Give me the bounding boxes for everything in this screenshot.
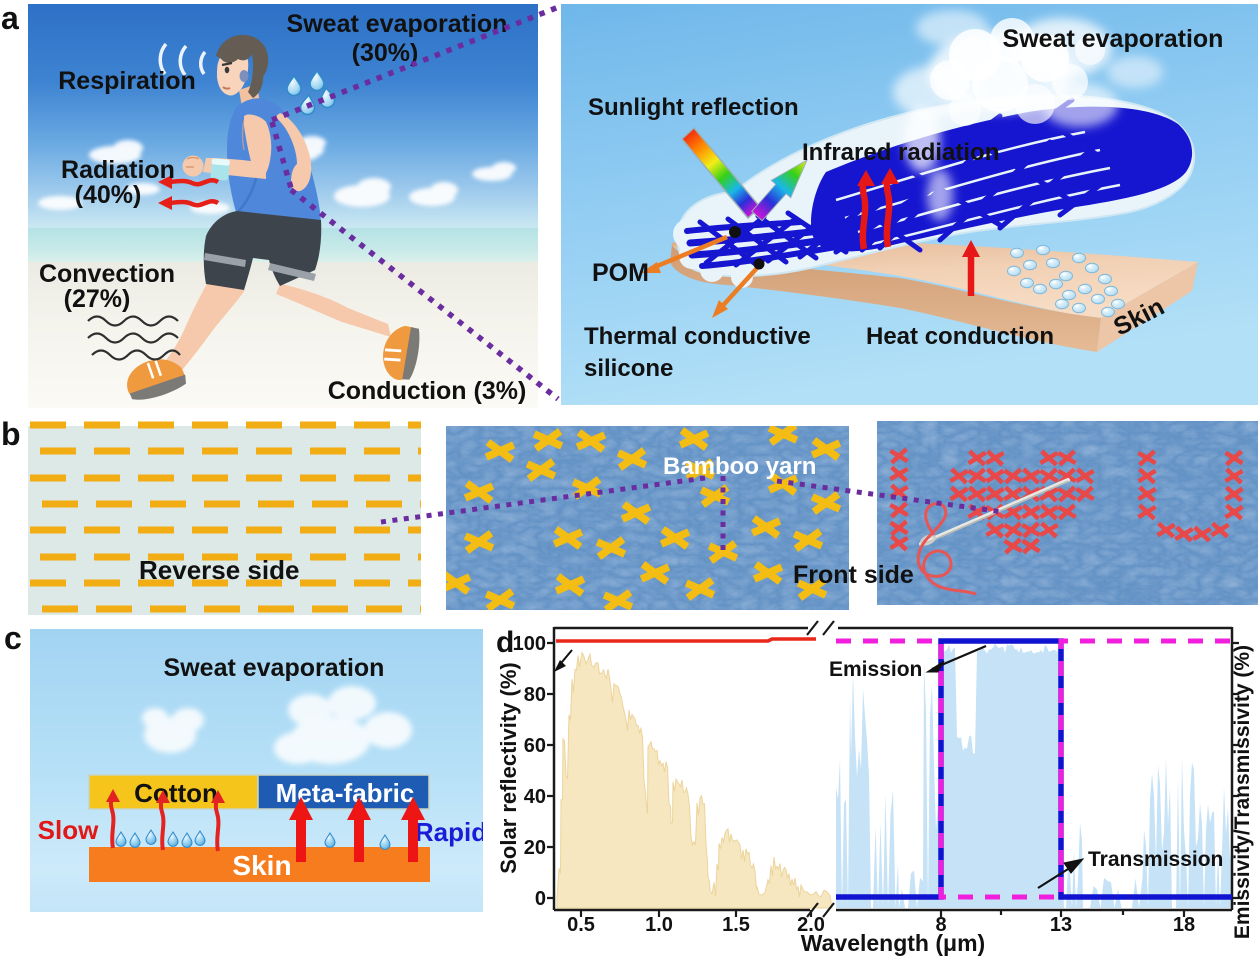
svg-text:Sweat evaporation: Sweat evaporation bbox=[164, 654, 385, 682]
svg-text:silicone: silicone bbox=[584, 355, 673, 382]
svg-text:Solar reflectivity (%): Solar reflectivity (%) bbox=[496, 662, 521, 874]
svg-text:Skin: Skin bbox=[232, 850, 291, 881]
svg-text:0: 0 bbox=[535, 888, 546, 910]
svg-text:Thermal conductive: Thermal conductive bbox=[584, 323, 811, 350]
svg-text:40: 40 bbox=[524, 786, 546, 808]
svg-text:(27%): (27%) bbox=[64, 285, 131, 313]
svg-text:Reverse side: Reverse side bbox=[139, 555, 299, 585]
svg-text:13: 13 bbox=[1050, 914, 1072, 936]
svg-text:Slow: Slow bbox=[38, 815, 99, 845]
svg-text:Conduction (3%): Conduction (3%) bbox=[328, 377, 527, 405]
svg-text:POM: POM bbox=[592, 259, 649, 287]
svg-text:Emissivity/Transmissivity (%): Emissivity/Transmissivity (%) bbox=[1231, 645, 1254, 939]
svg-text:Convection: Convection bbox=[39, 260, 175, 288]
svg-text:Transmission: Transmission bbox=[1088, 848, 1223, 871]
svg-text:Radiation: Radiation bbox=[61, 156, 175, 184]
svg-text:1.5: 1.5 bbox=[722, 914, 750, 936]
svg-text:Emission: Emission bbox=[829, 658, 922, 681]
svg-text:Meta-fabric: Meta-fabric bbox=[276, 778, 415, 808]
svg-text:60: 60 bbox=[524, 735, 546, 757]
svg-text:(30%): (30%) bbox=[352, 39, 419, 67]
svg-text:Bamboo yarn: Bamboo yarn bbox=[663, 453, 816, 480]
svg-text:d: d bbox=[496, 626, 514, 659]
svg-text:Wavelength (μm): Wavelength (μm) bbox=[801, 930, 985, 956]
svg-text:1.0: 1.0 bbox=[645, 914, 673, 936]
svg-text:Sunlight reflection: Sunlight reflection bbox=[588, 94, 799, 121]
svg-text:100: 100 bbox=[513, 633, 546, 655]
svg-text:Infrared radiation: Infrared radiation bbox=[802, 139, 999, 166]
svg-text:Heat conduction: Heat conduction bbox=[866, 323, 1054, 350]
svg-text:Sweat evaporation: Sweat evaporation bbox=[287, 10, 508, 38]
svg-text:2.0: 2.0 bbox=[797, 914, 825, 936]
svg-text:(40%): (40%) bbox=[75, 181, 142, 209]
svg-text:Respiration: Respiration bbox=[58, 67, 196, 95]
svg-text:0.5: 0.5 bbox=[567, 914, 595, 936]
svg-text:8: 8 bbox=[935, 914, 946, 936]
svg-text:18: 18 bbox=[1173, 914, 1195, 936]
svg-text:20: 20 bbox=[524, 837, 546, 859]
svg-text:Sweat evaporation: Sweat evaporation bbox=[1003, 25, 1224, 53]
svg-text:Cotton: Cotton bbox=[134, 778, 218, 808]
svg-text:80: 80 bbox=[524, 684, 546, 706]
svg-text:Rapid: Rapid bbox=[415, 817, 483, 847]
